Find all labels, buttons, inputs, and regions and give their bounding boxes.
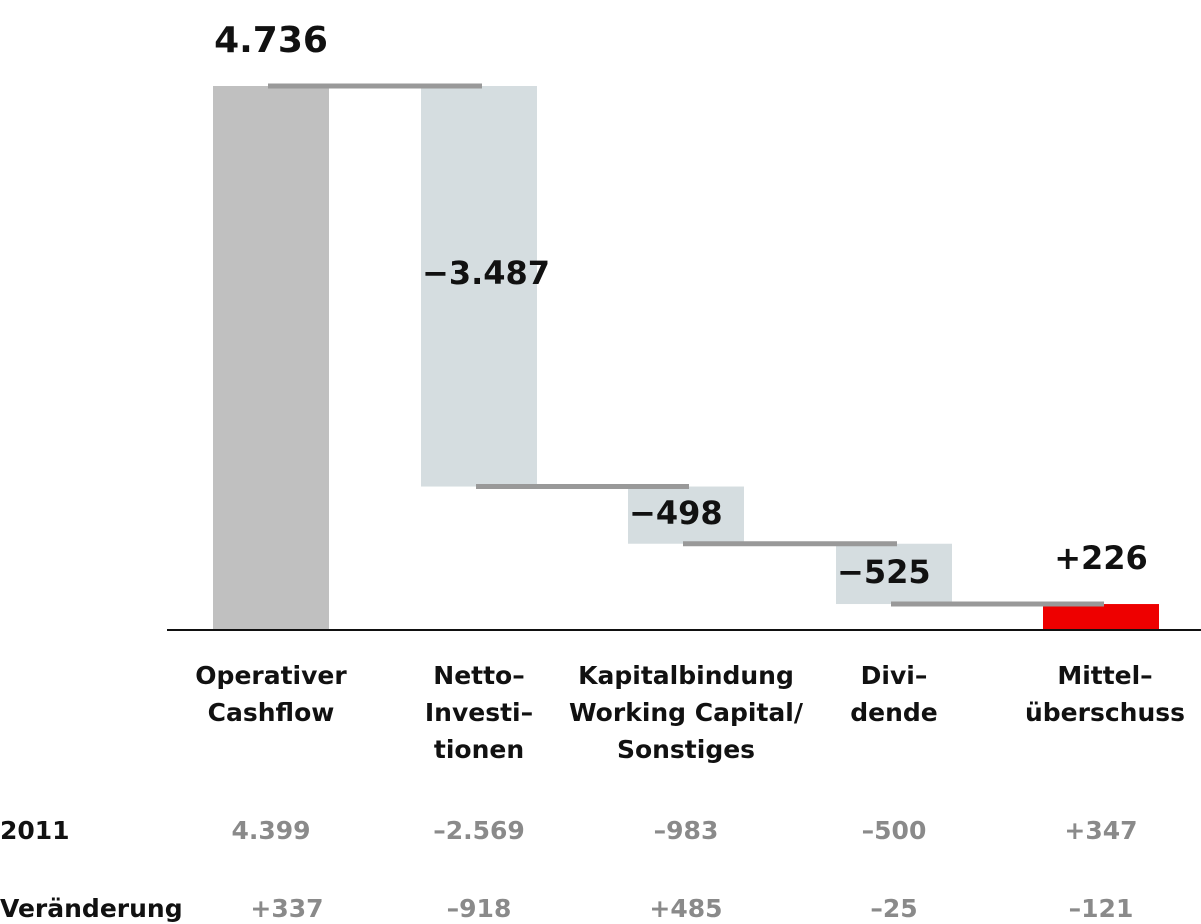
bar	[1043, 604, 1159, 630]
x-tick-label: überschuss	[1025, 698, 1185, 727]
row-header: Veränderung	[0, 894, 183, 923]
table-cell: 4.399	[231, 816, 310, 845]
table-cell: +347	[1064, 816, 1137, 845]
value-label: −525	[837, 553, 931, 591]
bar	[836, 543, 952, 605]
x-tick-label: Sonstiges	[617, 735, 755, 764]
table-cell: –983	[654, 816, 719, 845]
bar	[421, 86, 537, 487]
x-tick-label: Investi–	[425, 698, 533, 727]
table-cell: –25	[870, 894, 917, 923]
row-header: 2011	[0, 816, 70, 845]
table-cell: –121	[1069, 894, 1134, 923]
table-cell: +337	[250, 894, 323, 923]
value-label: +226	[1054, 539, 1148, 577]
x-tick-label: Netto–	[433, 661, 524, 690]
value-label: −498	[629, 494, 723, 532]
x-tick-label: Working Capital/	[569, 698, 804, 727]
x-tick-label: Operativer	[195, 661, 347, 690]
value-label: 4.736	[214, 20, 328, 61]
x-tick-label: Divi–	[861, 661, 928, 690]
table-cell: –500	[862, 816, 927, 845]
x-tick-label: tionen	[434, 735, 524, 764]
table-cell: –2.569	[433, 816, 525, 845]
value-label: −3.487	[422, 254, 550, 292]
x-tick-label: Kapitalbindung	[578, 661, 794, 690]
x-tick-label: Cashflow	[208, 698, 335, 727]
table-cell: +485	[649, 894, 722, 923]
bar	[628, 486, 744, 544]
x-tick-label: dende	[850, 698, 938, 727]
table-cell: –918	[447, 894, 512, 923]
bar	[213, 86, 329, 630]
x-tick-label: Mittel–	[1057, 661, 1152, 690]
